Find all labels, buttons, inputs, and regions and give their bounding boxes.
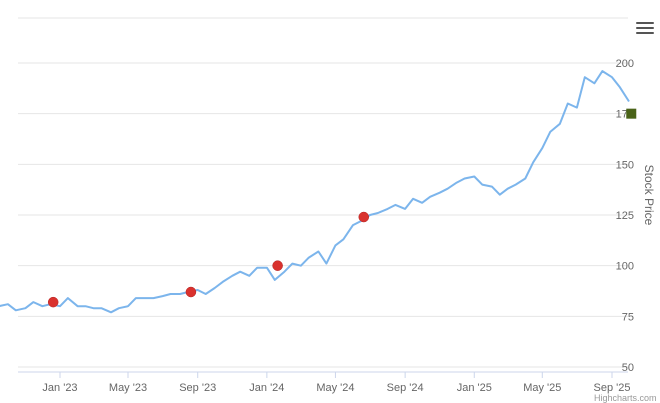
price-line <box>0 70 630 314</box>
x-tick-label: Sep '24 <box>387 382 424 394</box>
chart-menu-button[interactable] <box>636 22 654 38</box>
grid-lines <box>18 17 628 368</box>
x-tick-label: Sep '23 <box>179 382 216 394</box>
y-tick-label: 75 <box>622 311 634 323</box>
x-tick-label: Jan '23 <box>42 382 77 394</box>
menu-icon-bar <box>636 32 654 34</box>
x-axis: Jan '23 May '23 Sep '23 Jan '24 May '24 Sep '… <box>18 371 631 394</box>
menu-icon-bar <box>636 27 654 29</box>
x-tick-label: Jan '25 <box>457 382 492 394</box>
x-tick-label: Sep '25 <box>594 382 631 394</box>
event-marker <box>358 211 370 223</box>
last-value-flag <box>626 108 637 119</box>
x-tick-label: May '24 <box>316 382 354 394</box>
menu-icon-bar <box>636 22 654 24</box>
y-axis-title: Stock Price <box>642 165 656 226</box>
event-marker <box>272 260 283 271</box>
x-tick-label: May '23 <box>109 382 147 394</box>
x-tick-label: May '25 <box>523 382 561 394</box>
marker-layer <box>47 108 637 308</box>
event-marker <box>47 296 59 308</box>
x-tick-label: Jan '24 <box>249 382 284 394</box>
y-tick-label: 125 <box>616 210 634 222</box>
y-tick-label: 150 <box>616 159 634 171</box>
series-layer <box>0 70 630 314</box>
y-tick-label: 100 <box>616 261 634 273</box>
event-marker <box>185 286 197 298</box>
y-tick-label: 50 <box>622 362 634 374</box>
chart-credits[interactable]: Highcharts.com <box>594 393 657 403</box>
y-tick-label: 200 <box>616 58 634 70</box>
